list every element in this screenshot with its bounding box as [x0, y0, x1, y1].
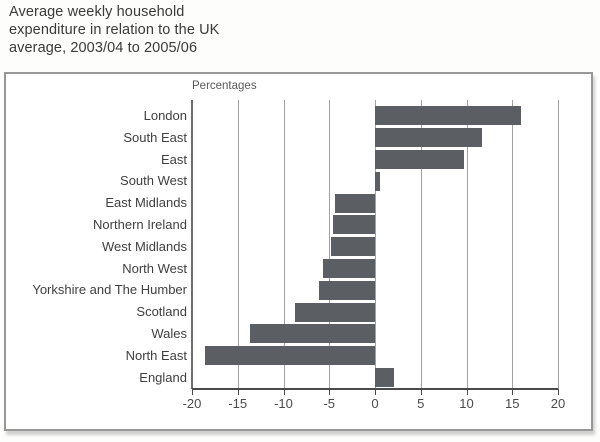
x-tick-label: 5 [417, 396, 425, 411]
bar [331, 237, 375, 257]
category-label: East [160, 151, 187, 167]
bar-row [192, 105, 558, 127]
category-label: Yorkshire and The Humber [32, 282, 187, 298]
bar-row [192, 236, 558, 258]
category-label: South East [123, 129, 187, 145]
category-label: East Midlands [105, 195, 187, 211]
bar [249, 324, 375, 344]
bar [319, 280, 375, 300]
chart-title: Average weekly household expenditure in … [9, 3, 309, 57]
gridline [283, 100, 285, 389]
x-tick-label: -5 [323, 396, 336, 411]
x-tick-label: -10 [274, 396, 293, 411]
x-tick-label: -15 [228, 396, 248, 411]
category-label: North East [125, 347, 187, 363]
bar [375, 149, 464, 169]
category-label: South West [120, 173, 187, 189]
category-label: Scotland [136, 304, 187, 320]
chart-title-line-1: Average weekly household [9, 4, 185, 20]
category-label: North West [122, 260, 187, 276]
x-axis-tick [512, 389, 514, 395]
x-axis-tick [237, 389, 239, 395]
bar-row [192, 279, 558, 301]
chart-title-line-3: average, 2003/04 to 2005/06 [9, 40, 198, 56]
bar [375, 106, 522, 126]
x-axis-tick [329, 389, 331, 395]
x-tick-label: 0 [371, 396, 379, 411]
bar [375, 128, 483, 148]
x-axis-tick [192, 389, 193, 395]
category-label: Wales [151, 325, 187, 341]
category-label: England [139, 369, 187, 385]
bar-row [192, 301, 558, 323]
unit-label: Percentages [192, 80, 257, 92]
bar-row [192, 367, 558, 389]
category-label: London [143, 108, 187, 123]
bar [295, 302, 375, 322]
bar [375, 171, 380, 191]
bar-row [192, 323, 558, 345]
bar [322, 258, 375, 278]
bar-row [192, 170, 558, 192]
x-axis-tick [466, 389, 468, 395]
plot-area [191, 100, 559, 395]
gridline [466, 100, 468, 389]
x-axis-tick [420, 389, 422, 395]
category-label: West Midlands [101, 238, 187, 254]
chart-frame: Percentages London South East East South We… [4, 72, 593, 431]
x-tick-label: 20 [550, 396, 566, 411]
bar-row [192, 345, 558, 367]
category-labels: London South East East South West East Midla… [6, 105, 187, 388]
bar-row [192, 258, 558, 280]
x-axis-tick [283, 389, 285, 395]
bar-row [192, 149, 558, 171]
bar-row [192, 192, 558, 214]
gridline [420, 100, 422, 389]
x-tick-label: -20 [182, 396, 202, 411]
bars-layer [192, 105, 558, 388]
gridline [558, 100, 559, 389]
bar-row [192, 214, 558, 236]
x-axis-labels: -20 -15 -10 -5 0 5 10 15 20 [183, 396, 566, 414]
bar [334, 193, 375, 213]
gridline [512, 100, 514, 389]
gridline [191, 100, 193, 389]
bar-row [192, 127, 558, 149]
category-label: Northern Ireland [93, 216, 187, 232]
bar [204, 346, 375, 366]
gridline [375, 100, 376, 389]
x-tick-label: 10 [459, 396, 474, 411]
bar [332, 215, 375, 235]
chart-title-line-2: expenditure in relation to the UK [9, 22, 220, 38]
gridline [329, 100, 331, 389]
bar [375, 367, 395, 387]
x-axis-tick [375, 389, 376, 395]
x-tick-label: 15 [505, 396, 520, 411]
gridline [237, 100, 239, 389]
x-axis-tick [558, 389, 559, 395]
